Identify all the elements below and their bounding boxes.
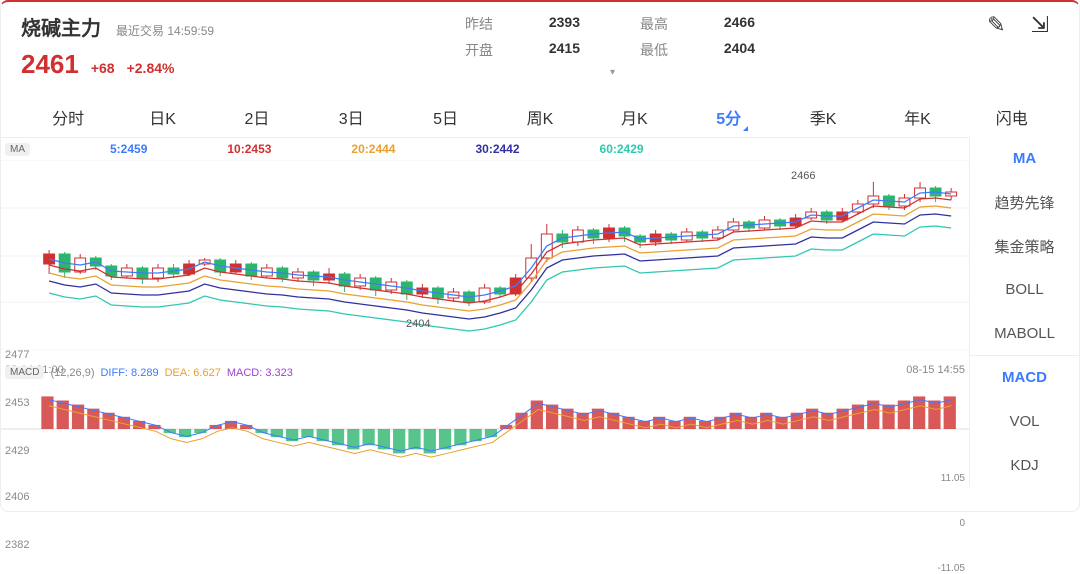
stats-block: 昨结2393 开盘2415 最高2466 最低2404 ▾ — [261, 12, 959, 60]
tab-10[interactable]: 闪电 — [965, 105, 1059, 129]
header: 烧碱主力 最近交易 14:59:59 2461 +68 +2.84% 昨结239… — [1, 2, 1079, 85]
indicator-sub-1[interactable]: VOL — [970, 400, 1079, 444]
y-tick: 2477 — [5, 349, 29, 361]
tool-bar: ✎ ⇲ — [959, 12, 1059, 38]
high-label: 2466 — [791, 170, 815, 182]
stat-prev-close: 昨结2393 — [465, 14, 580, 34]
indicator-main-2[interactable]: 集金策略 — [970, 224, 1079, 268]
indicator-sub-0[interactable]: MACD — [970, 355, 1079, 400]
stat-high: 最高2466 — [640, 14, 755, 34]
title-block: 烧碱主力 最近交易 14:59:59 2461 +68 +2.84% — [21, 12, 261, 80]
price-change: +68 — [91, 60, 115, 76]
indicator-main-3[interactable]: BOLL — [970, 268, 1079, 312]
price-chart: 24772453242924062382 08-14 21:00 08-15 1… — [1, 160, 969, 350]
chart-body: MA 5:2459 10:2453 20:2444 30:2442 60:2429 247… — [1, 137, 1079, 487]
tab-1[interactable]: 日K — [115, 105, 209, 129]
tab-8[interactable]: 季K — [776, 105, 870, 129]
ma-badge: MA — [5, 143, 30, 156]
tab-4[interactable]: 5日 — [398, 105, 492, 129]
tab-3[interactable]: 3日 — [304, 105, 398, 129]
macd-val-1: DEA: 6.627 — [165, 367, 221, 379]
tab-5[interactable]: 周K — [493, 105, 587, 129]
ma-value-1: 10:2453 — [227, 142, 271, 156]
ma-readout: MA 5:2459 10:2453 20:2444 30:2442 60:2429 — [5, 142, 644, 156]
tab-7[interactable]: 5分 — [682, 105, 776, 129]
macd-badge: MACD — [5, 366, 44, 379]
price: 2461 — [21, 49, 79, 80]
indicator-panel: MA趋势先锋集金策略BOLLMABOLLMACDVOLKDJ — [969, 137, 1079, 487]
stat-open: 开盘2415 — [465, 40, 580, 60]
indicator-main-4[interactable]: MABOLL — [970, 312, 1079, 356]
y-tick: 2406 — [5, 491, 29, 503]
timeframe-tabs: 分时日K2日3日5日周K月K5分季K年K闪电 — [1, 85, 1079, 137]
macd-val-2: MACD: 3.323 — [227, 367, 293, 379]
macd-readout: MACD(12,26,9)DIFF: 8.289DEA: 6.627MACD: … — [5, 366, 293, 379]
stat-low: 最低2404 — [640, 40, 755, 60]
ma-value-3: 30:2442 — [475, 142, 519, 156]
stock-name: 烧碱主力 — [21, 12, 101, 41]
price-change-pct: +2.84% — [127, 60, 175, 76]
draw-icon[interactable]: ✎ — [987, 12, 1005, 38]
tab-6[interactable]: 月K — [587, 105, 681, 129]
tab-0[interactable]: 分时 — [21, 105, 115, 129]
x-label-end: 08-15 14:55 — [906, 364, 965, 376]
low-label: 2404 — [406, 318, 430, 330]
macd-chart: 11.050-11.05 — [1, 384, 969, 474]
collapse-icon[interactable]: ⇲ — [1031, 12, 1049, 38]
ma-value-4: 60:2429 — [600, 142, 644, 156]
trade-time-label: 最近交易 14:59:59 — [116, 22, 214, 39]
chart-area[interactable]: MA 5:2459 10:2453 20:2444 30:2442 60:2429 247… — [1, 137, 969, 487]
ma-value-0: 5:2459 — [110, 142, 147, 156]
macd-val-0: DIFF: 8.289 — [100, 367, 158, 379]
chevron-down-icon[interactable]: ▾ — [610, 67, 615, 78]
tab-2[interactable]: 2日 — [210, 105, 304, 129]
ma-value-2: 20:2444 — [351, 142, 395, 156]
tab-9[interactable]: 年K — [870, 105, 964, 129]
indicator-sub-2[interactable]: KDJ — [970, 443, 1079, 487]
indicator-main-1[interactable]: 趋势先锋 — [970, 181, 1079, 225]
y-tick: 2382 — [5, 539, 29, 551]
indicator-main-0[interactable]: MA — [970, 137, 1079, 181]
